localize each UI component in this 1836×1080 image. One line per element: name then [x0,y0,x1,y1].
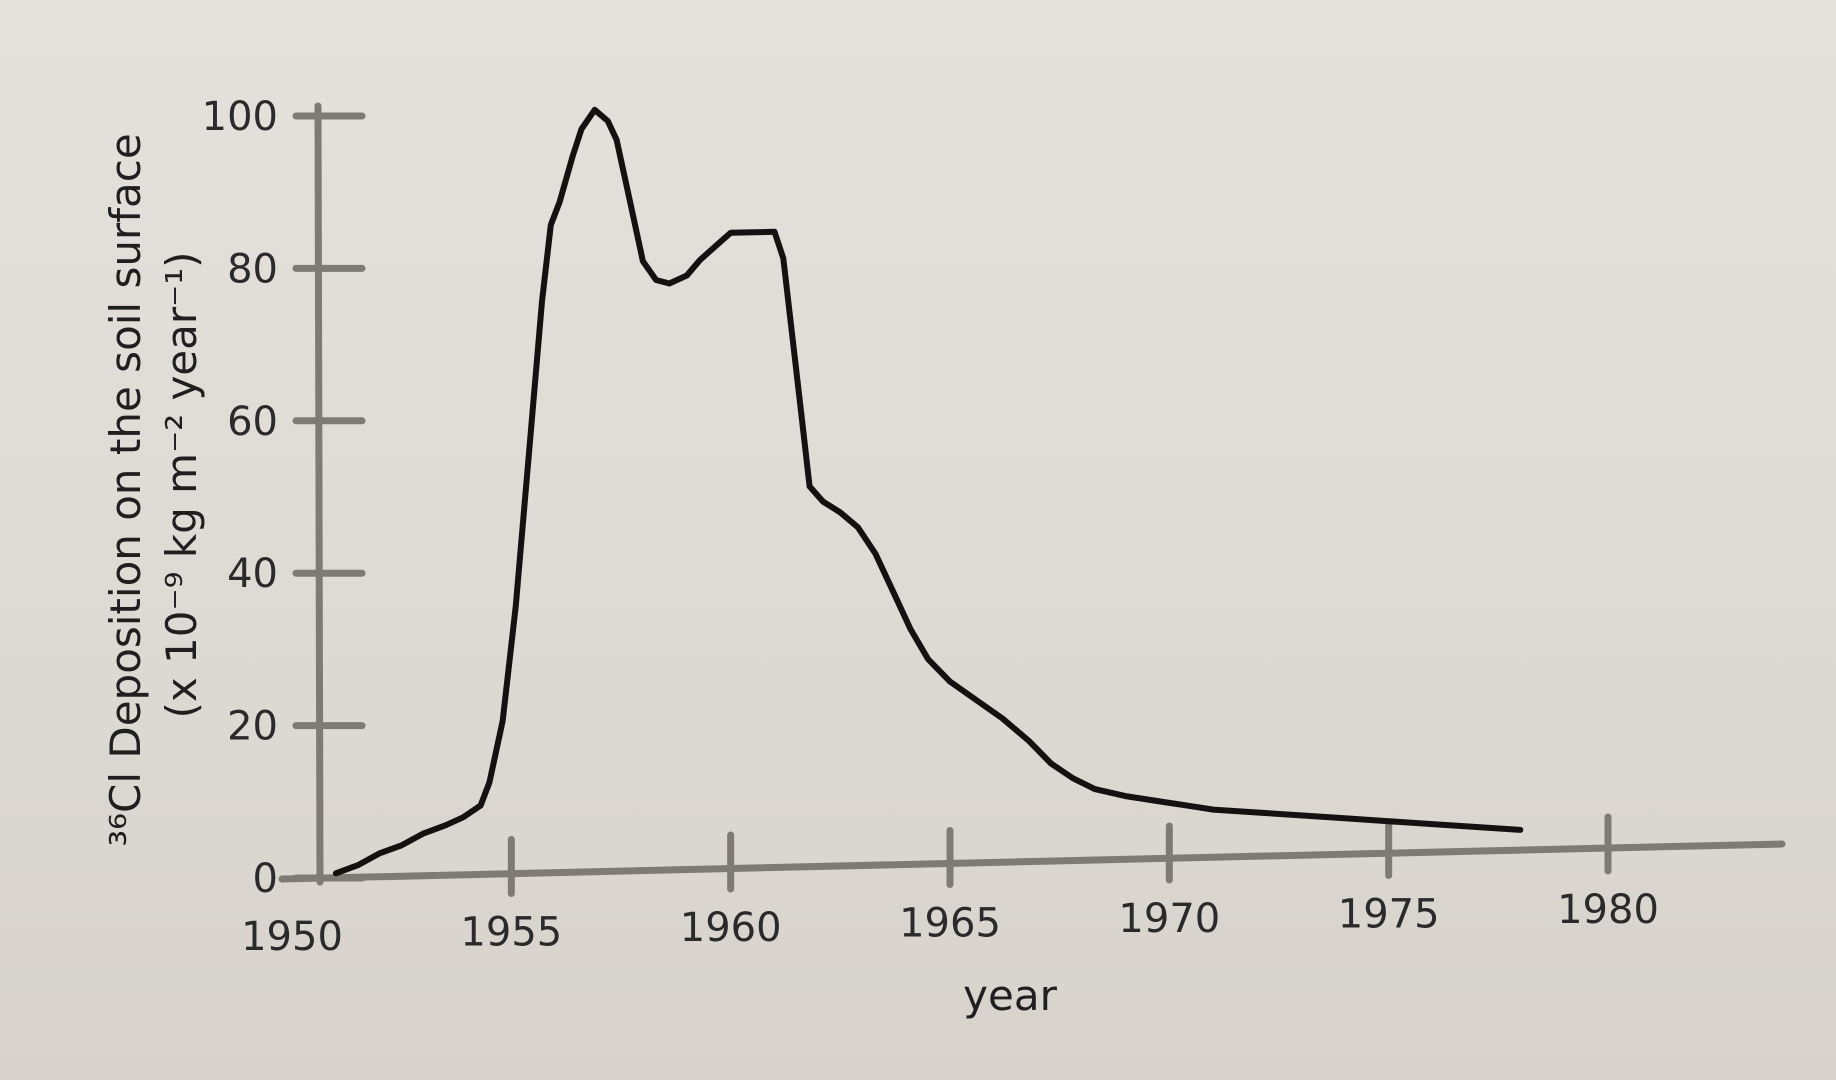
x-tick-label: 1960 [680,905,782,951]
labels-layer: 0 20 40 60 80 100 1950 1955 1960 1965 1970 1975 1980… [101,94,1659,1020]
y-tick-label: 20 [227,704,278,750]
x-tick-label: 1970 [1118,896,1220,942]
y-axis-line [314,102,324,886]
x-tick-label: 1975 [1338,892,1440,938]
x-axis-line [278,840,1786,883]
x-axis-title: year [963,971,1057,1020]
y-axis-units: (x 10⁻⁹ kg m⁻² year⁻¹) [157,251,206,718]
x-tick-label: 1980 [1557,887,1659,933]
y-axis-title: ³⁶Cl Deposition on the soil surface [101,133,150,846]
axes-layer [278,102,1786,886]
x-tick-label: 1950 [241,914,343,960]
x-tick-label: 1965 [899,901,1001,947]
series-layer [332,106,1524,877]
y-tick-label: 100 [202,94,278,140]
y-tick-label: 60 [227,399,278,445]
y-tick-label: 0 [253,856,278,902]
x-tick-label: 1955 [460,910,562,956]
y-tick-label: 80 [227,246,278,292]
ticks-layer [292,112,1612,897]
series-line [332,106,1524,877]
y-tick-label: 40 [227,551,278,597]
